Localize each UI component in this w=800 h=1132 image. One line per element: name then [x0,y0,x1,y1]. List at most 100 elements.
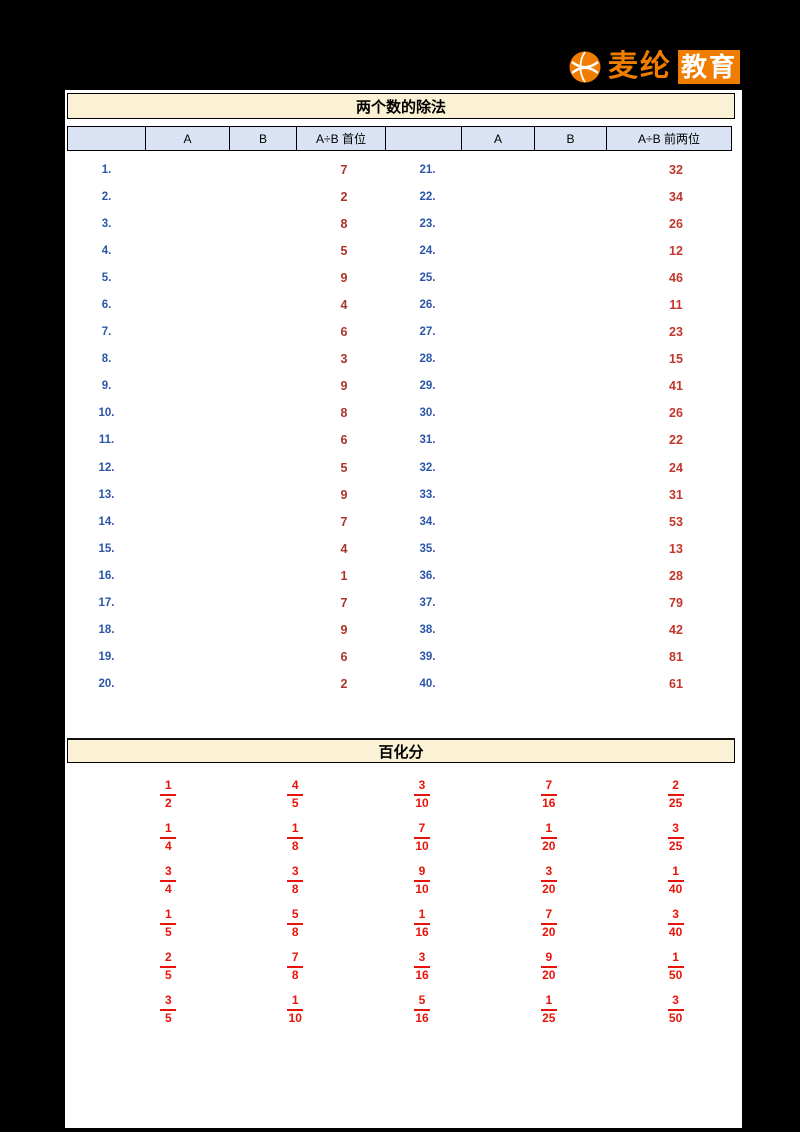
cell-a-right [466,644,540,671]
answer-first-two: 61 [669,677,683,692]
header-cell-a-right: A [461,126,535,151]
answer-first-digit: 4 [340,541,348,556]
worksheet-page: 两个数的除法 A B A÷B 首位 A B A÷B 前两位 1. 7 21. 3… [65,90,742,1128]
fraction: 3 5 [105,988,232,1031]
fraction: 1 2 [105,773,232,816]
fraction-numerator: 7 [291,950,299,964]
fraction: 2 5 [105,945,232,988]
cell-b-left [231,264,299,291]
fraction-denominator: 5 [165,1011,172,1025]
cell-a-left [146,481,231,508]
answer-first-two: 22 [669,433,683,448]
fraction-numerator: 7 [545,907,553,921]
table-row: 16. 1 36. 28 [67,562,739,589]
answer-first-two: 79 [669,596,683,611]
cell-b-right [540,264,613,291]
cell-b-left [231,454,299,481]
fraction-numerator: 3 [418,778,426,792]
cell-b-right [540,617,613,644]
cell-b-left [231,590,299,617]
fraction-grid: 1 2 4 5 3 10 7 16 2 [67,773,739,1031]
fraction-numerator: 1 [165,907,172,921]
fraction-denominator: 25 [668,796,683,810]
answer-first-digit: 7 [340,162,348,177]
problem-number-right: 21. [419,163,436,176]
cell-a-left [146,400,231,427]
problem-number-right: 24. [419,244,436,257]
cell-b-right [540,183,613,210]
problem-number-left: 2. [101,190,112,203]
answer-first-digit: 6 [340,650,348,665]
cell-b-right [540,481,613,508]
division-table-title: 两个数的除法 [67,93,735,119]
fraction-numerator: 1 [165,778,172,792]
fraction-bar [540,836,557,839]
cell-a-left [146,617,231,644]
fraction-numerator: 2 [672,778,679,792]
fraction-bar [287,793,304,796]
header-cell-first-two: A÷B 前两位 [606,126,732,151]
fraction-denominator: 4 [165,839,172,853]
fraction-numerator: 1 [418,907,426,921]
answer-first-two: 31 [669,487,683,502]
cell-a-right [466,427,540,454]
table-row: 11. 6 31. 22 [67,427,739,454]
cell-a-left [146,210,231,237]
fraction-bar [540,1008,557,1011]
fraction-bar [160,965,177,968]
problem-number-left: 20. [98,678,115,691]
fraction-denominator: 20 [542,882,556,896]
table-row: 19. 6 39. 81 [67,644,739,671]
fraction-bar [287,836,304,839]
cell-a-right [466,617,540,644]
answer-first-two: 15 [669,352,683,367]
answer-first-two: 24 [669,460,683,475]
problem-number-right: 32. [419,461,436,474]
problem-number-right: 23. [419,217,436,230]
fraction-denominator: 8 [291,925,299,939]
fraction-bar [413,793,430,796]
fraction-section-title: 百化分 [67,738,735,763]
fraction-numerator: 7 [418,821,426,835]
fraction: 7 8 [232,945,359,988]
problem-number-right: 40. [419,678,436,691]
cell-b-right [540,508,613,535]
fraction-bar [667,793,684,796]
problem-number-left: 7. [101,326,112,339]
problem-number-left: 18. [98,624,115,637]
cell-b-left [231,617,299,644]
fraction-numerator: 1 [165,821,172,835]
fraction-bar [413,922,430,925]
fraction-numerator: 9 [545,950,553,964]
answer-first-digit: 8 [340,216,348,231]
fraction-denominator: 2 [165,796,172,810]
problem-number-right: 25. [419,271,436,284]
fraction-bar [287,965,304,968]
table-row: 1. 7 21. 32 [67,156,739,183]
table-row: 10. 8 30. 26 [67,400,739,427]
fraction-denominator: 25 [668,839,683,853]
problem-number-right: 29. [419,380,436,393]
cell-a-left [146,237,231,264]
table-row: 2. 2 22. 34 [67,183,739,210]
answer-first-two: 41 [669,379,683,394]
fraction-numerator: 1 [291,821,299,835]
fraction: 3 25 [612,816,739,859]
cell-b-right [540,644,613,671]
fraction-denominator: 5 [165,968,172,982]
cell-b-left [231,210,299,237]
cell-b-right [540,671,613,698]
table-row: 4. 5 24. 12 [67,237,739,264]
division-table-header-row: A B A÷B 首位 A B A÷B 前两位 [67,126,732,151]
problem-number-left: 15. [98,542,115,555]
brand-logo-icon [568,50,602,84]
fraction-bar [413,1008,430,1011]
table-row: 9. 9 29. 41 [67,373,739,400]
fraction-numerator: 3 [165,864,172,878]
problem-number-left: 4. [101,244,112,257]
fraction-denominator: 10 [415,882,429,896]
answer-first-digit: 7 [340,596,348,611]
fraction-numerator: 1 [291,993,299,1007]
header-cell-first-digit: A÷B 首位 [296,126,386,151]
cell-a-right [466,237,540,264]
